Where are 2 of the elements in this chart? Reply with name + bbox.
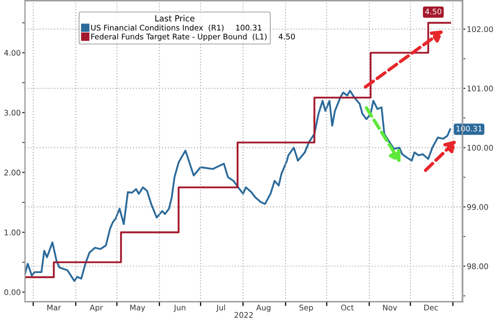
legend-title: Last Price bbox=[155, 15, 194, 22]
line-series bbox=[25, 90, 452, 282]
